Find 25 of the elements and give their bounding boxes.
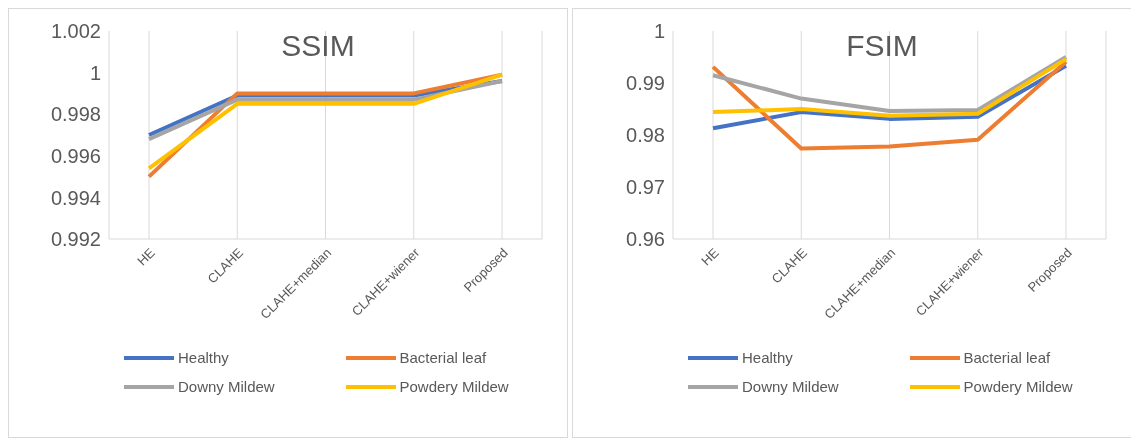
legend-label: Downy Mildew xyxy=(742,378,839,395)
y-tick-label: 1.002 xyxy=(50,20,101,43)
legend-label: Healthy xyxy=(178,349,229,366)
y-tick-label: 1 xyxy=(89,61,101,84)
line-series xyxy=(711,63,1068,131)
legend-label: Bacterial leaf xyxy=(963,349,1051,366)
y-tick-label: 0.998 xyxy=(50,103,101,126)
legend-label: Bacterial leaf xyxy=(399,349,487,366)
y-tick-label: 0.96 xyxy=(626,228,665,251)
x-tick-label: HE xyxy=(134,244,158,269)
y-tick-label: 0.98 xyxy=(626,124,665,147)
y-tick-label: 0.996 xyxy=(50,144,101,167)
legend-label: Powdery Mildew xyxy=(399,378,509,395)
legend-label: Healthy xyxy=(742,349,793,366)
y-tick-label: 0.99 xyxy=(626,72,665,95)
chart-title: SSIM xyxy=(281,29,355,62)
x-tick-label: HE xyxy=(698,244,722,269)
y-tick-label: 1 xyxy=(653,20,665,43)
line-series xyxy=(711,59,1068,151)
legend-label: Downy Mildew xyxy=(178,378,275,395)
y-tick-label: 0.994 xyxy=(50,186,101,209)
legend-label: Powdery Mildew xyxy=(963,378,1073,395)
y-tick-label: 0.992 xyxy=(50,228,101,251)
y-tick-label: 0.97 xyxy=(626,176,665,199)
chart-title: FSIM xyxy=(846,29,918,62)
